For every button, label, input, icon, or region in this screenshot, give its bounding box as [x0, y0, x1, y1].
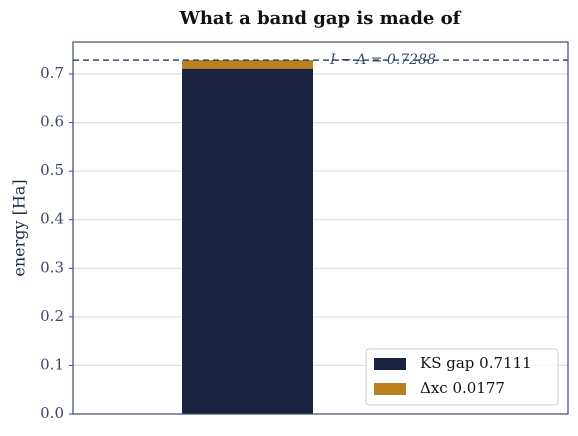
- reference-label: I − A = 0.7288: [329, 52, 436, 68]
- y-axis-label: energy [Ha]: [10, 179, 29, 276]
- legend-label: Δxc 0.0177: [420, 379, 505, 397]
- y-tick-label: 0.7: [40, 64, 64, 82]
- legend-swatch: [374, 358, 406, 370]
- y-tick-label: 0.0: [40, 404, 64, 422]
- plot-frame: [72, 41, 569, 415]
- y-tick-label: 0.5: [40, 161, 64, 179]
- y-tick-label: 0.1: [40, 355, 64, 373]
- legend: KS gap 0.7111 Δxc 0.0177: [365, 348, 559, 406]
- legend-box: [365, 348, 559, 406]
- y-tick-label: 0.2: [40, 307, 64, 325]
- bar-segment: [182, 60, 313, 69]
- y-tick-label: 0.4: [40, 210, 64, 228]
- chart-title: What a band gap is made of: [179, 8, 462, 29]
- y-tick-label: 0.3: [40, 258, 64, 276]
- legend-label: KS gap 0.7111: [420, 354, 532, 372]
- bar-segment: [182, 68, 313, 414]
- legend-swatch: [374, 383, 406, 395]
- y-tick-label: 0.6: [40, 113, 64, 131]
